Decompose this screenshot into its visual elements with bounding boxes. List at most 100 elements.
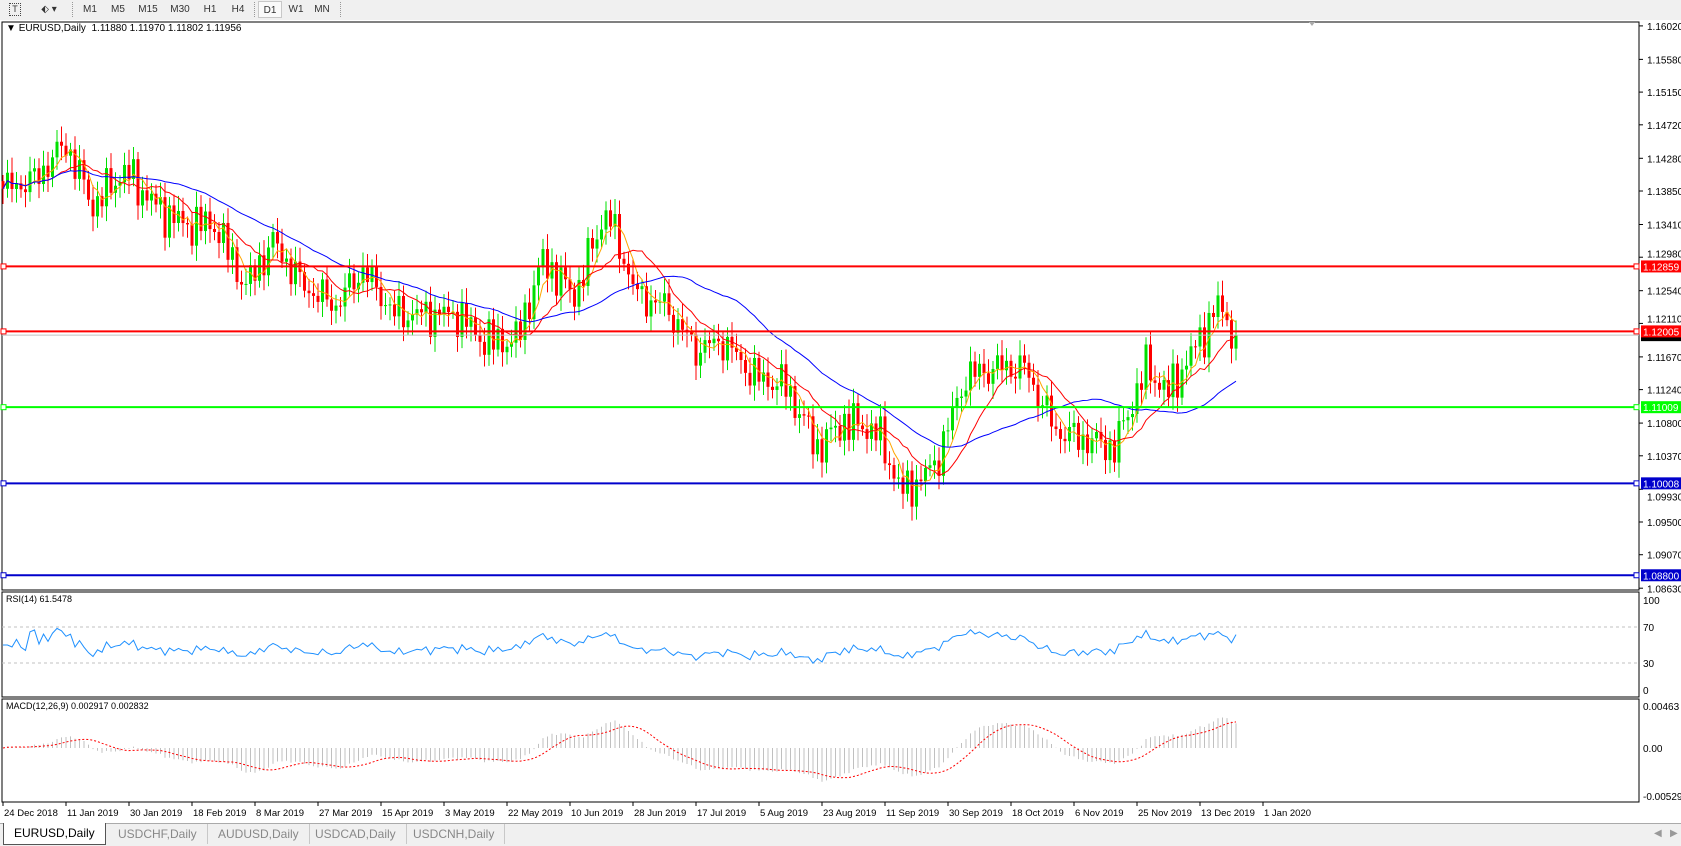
- timeframe-m5[interactable]: M5: [111, 4, 125, 15]
- timeframe-w1[interactable]: W1: [288, 4, 304, 15]
- candle-body: [753, 357, 756, 386]
- candle-body: [883, 416, 887, 464]
- candle-body: [240, 281, 243, 285]
- candle-body: [1104, 439, 1107, 461]
- candle-body: [492, 319, 495, 350]
- timeframe-h1[interactable]: H1: [203, 4, 217, 15]
- chart-shift-marker-icon: [1309, 22, 1315, 26]
- date-label: 30 Jan 2019: [130, 808, 182, 819]
- chart-canvas[interactable]: 1.16020 1.15580 1.15150 1.14720 1.14280 1.138…: [0, 20, 1681, 823]
- candle-body: [982, 363, 986, 374]
- candle-body: [163, 197, 167, 238]
- timeframe-m1[interactable]: M1: [83, 4, 97, 15]
- tab-usdcad-daily[interactable]: USDCAD,Daily: [305, 824, 407, 844]
- date-label: 28 Jun 2019: [634, 808, 686, 819]
- candle-body: [1032, 377, 1035, 385]
- candle-body: [294, 261, 297, 285]
- candle-body: [564, 267, 567, 280]
- candle-body: [1108, 440, 1112, 461]
- scroll-right-icon[interactable]: ▶: [1670, 828, 1678, 839]
- candle-body: [969, 361, 972, 391]
- candle-body: [1149, 344, 1152, 381]
- candle-body: [15, 183, 18, 189]
- candle-body: [937, 460, 941, 476]
- timeframe-m15[interactable]: M15: [138, 4, 158, 15]
- candle-body: [766, 372, 770, 387]
- candle-body: [505, 346, 509, 353]
- rsi-tick-label: 30: [1643, 659, 1655, 670]
- candle-body: [627, 263, 630, 275]
- candle-body: [573, 289, 576, 307]
- candle-body: [1, 181, 5, 189]
- candle-body: [987, 373, 990, 384]
- candle-body: [24, 189, 27, 193]
- candle-body: [951, 406, 954, 431]
- tab-eurusd-daily[interactable]: EURUSD,Daily: [3, 823, 106, 845]
- rsi-panel-frame: [1, 591, 1640, 698]
- date-label: 15 Apr 2019: [382, 808, 433, 819]
- timeframe-h4[interactable]: H4: [231, 4, 245, 15]
- tab-usdchf-daily[interactable]: USDCHF,Daily: [108, 824, 208, 844]
- candle-body: [96, 196, 99, 217]
- symbol-label: EURUSD,Daily: [18, 23, 86, 34]
- price-tick-label: 1.13410: [1647, 220, 1681, 231]
- candle-body: [379, 286, 383, 307]
- date-label: 25 Nov 2019: [1138, 808, 1192, 819]
- candle-body: [807, 415, 810, 417]
- candle-body: [649, 300, 653, 317]
- text-tool-icon[interactable]: T: [6, 1, 24, 18]
- candle-body: [757, 357, 761, 382]
- date-label: 10 Jun 2019: [571, 808, 623, 819]
- candle-body: [321, 279, 324, 302]
- candle-body: [838, 425, 842, 441]
- candle-body: [307, 290, 311, 294]
- candle-body: [744, 359, 747, 373]
- candle-body: [1113, 440, 1116, 463]
- candle-body: [1162, 380, 1166, 390]
- price-tick-label: 1.15150: [1647, 88, 1681, 99]
- candle-body: [1234, 335, 1238, 349]
- ohlc-values: 1.11880 1.11970 1.11802 1.11956: [91, 23, 242, 34]
- candle-body: [865, 429, 869, 439]
- rsi-tick-label: 70: [1643, 623, 1655, 634]
- candle-body: [550, 262, 554, 279]
- candle-body: [1050, 395, 1053, 427]
- price-tick-label: 1.11240: [1647, 386, 1681, 397]
- candle-body: [924, 467, 927, 482]
- tab-audusd-daily[interactable]: AUDUSD,Daily: [208, 824, 310, 844]
- draw-tools-icon[interactable]: ⬖ ▾: [41, 4, 57, 15]
- candle-body: [762, 372, 765, 382]
- collapse-triangle-icon[interactable]: ▼: [6, 23, 16, 34]
- timeframe-d1[interactable]: D1: [258, 1, 282, 18]
- chart-window[interactable]: 1.16020 1.15580 1.15150 1.14720 1.14280 1.138…: [0, 20, 1681, 823]
- candle-body: [73, 149, 77, 179]
- timeframe-mn[interactable]: MN: [314, 4, 330, 15]
- level-handle: [1633, 404, 1640, 411]
- timeframe-m30[interactable]: M30: [170, 4, 190, 15]
- candle-body: [600, 229, 603, 240]
- tab-usdcnh-daily[interactable]: USDCNH,Daily: [403, 824, 506, 844]
- candle-body: [1072, 422, 1076, 427]
- candles: [1, 126, 1238, 521]
- candle-body: [132, 159, 135, 180]
- date-label: 6 Nov 2019: [1075, 808, 1124, 819]
- macd-signal-line: [2, 721, 1237, 779]
- scroll-left-icon[interactable]: ◀: [1654, 828, 1662, 839]
- candle-body: [1144, 344, 1148, 390]
- candle-body: [1081, 434, 1085, 450]
- candle-body: [1090, 438, 1094, 454]
- price-tick-label: 1.10800: [1647, 419, 1681, 430]
- candle-body: [577, 279, 581, 307]
- candle-body: [1018, 355, 1022, 379]
- candle-body: [87, 179, 90, 200]
- rsi-line: [3, 627, 1237, 664]
- candle-body: [1131, 414, 1134, 418]
- candle-body: [357, 282, 360, 290]
- candle-body: [784, 364, 788, 397]
- price-tick-label: 1.11670: [1647, 353, 1681, 364]
- candle-body: [1203, 327, 1206, 358]
- candle-body: [226, 222, 230, 260]
- candle-body: [546, 249, 549, 279]
- candle-body: [145, 190, 149, 201]
- candle-body: [681, 319, 684, 330]
